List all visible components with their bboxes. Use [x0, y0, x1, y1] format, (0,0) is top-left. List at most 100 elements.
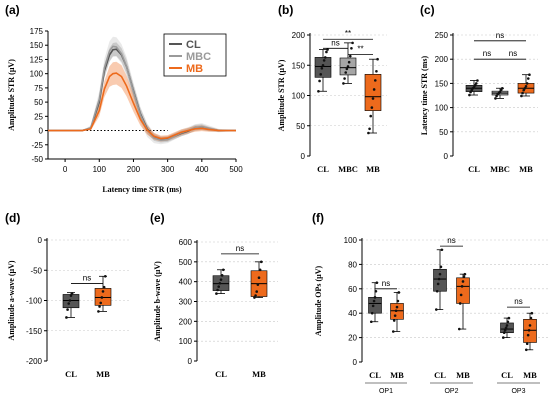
panel-label: (c) [420, 3, 435, 17]
data-point [527, 328, 531, 332]
x-axis-title: Latency time STR (ms) [102, 185, 182, 194]
panel-label: (a) [5, 3, 20, 17]
x-tick-label: 500 [229, 165, 243, 174]
data-point [523, 86, 527, 90]
category-label: CL [501, 370, 513, 380]
data-point [528, 324, 532, 327]
x-tick-label: 0 [63, 165, 68, 174]
data-point [220, 274, 224, 277]
panel-e: (e) 0 100 200 300 400 500 600 Amplitude b-wave (… [150, 211, 278, 379]
panel-c: (c) 0 50 100 150 200 250 Latency time STR (ms) C… [420, 3, 538, 174]
category-label: MB [96, 369, 110, 379]
y-tick-label: 20 [348, 334, 357, 343]
data-point [458, 302, 462, 305]
data-point [476, 79, 479, 82]
y-tick-label: 0 [38, 236, 43, 245]
data-point [345, 67, 349, 71]
y-axis-title: Amplitude STR (µV) [277, 59, 286, 131]
y-tick-label: 300 [179, 298, 193, 307]
x-tick-label: 400 [195, 165, 209, 174]
data-point [369, 320, 373, 324]
legend-entry-mb: MB [186, 63, 203, 75]
group-label: OP1 [379, 388, 393, 395]
category-label: CL [369, 370, 381, 380]
data-point [103, 275, 107, 278]
box-cl [368, 297, 382, 314]
data-point [522, 88, 526, 92]
x-tick-label: 300 [161, 165, 175, 174]
data-point [98, 305, 101, 308]
category-label: CL [317, 164, 329, 174]
data-point [502, 331, 506, 335]
data-point [494, 97, 497, 100]
y-tick-label: 150 [30, 41, 44, 50]
data-point [457, 327, 461, 331]
data-point [253, 296, 256, 299]
data-point [474, 82, 478, 85]
category-label: MB [366, 164, 380, 174]
data-point [216, 288, 219, 292]
data-point [215, 292, 218, 295]
y-tick-label: 0 [444, 152, 449, 161]
data-point [322, 59, 326, 62]
category-label: MB [519, 164, 533, 174]
significance-label: ns [483, 49, 491, 58]
data-point [525, 342, 529, 346]
data-point [66, 308, 69, 311]
data-point [393, 314, 397, 317]
data-point [259, 260, 263, 264]
y-tick-label: 125 [30, 55, 44, 64]
data-point [257, 276, 261, 280]
data-point [459, 293, 463, 297]
data-point [375, 281, 379, 285]
data-point [342, 82, 345, 85]
y-tick-label: 250 [435, 31, 449, 40]
data-point [219, 278, 223, 281]
series-line-mb [48, 72, 236, 140]
data-point [256, 283, 260, 286]
category-label: MB [252, 369, 266, 379]
box-cl [433, 268, 447, 292]
significance-label: ns [496, 31, 504, 40]
data-point [524, 85, 528, 88]
y-tick-label: 100 [179, 337, 193, 346]
data-point [520, 94, 523, 98]
data-point [100, 296, 104, 299]
data-point [501, 336, 505, 339]
data-point [529, 316, 533, 320]
data-point [368, 127, 371, 131]
data-point [395, 305, 399, 309]
y-tick-label: 500 [179, 258, 193, 267]
data-point [530, 311, 534, 315]
series-line-mbc [48, 45, 236, 142]
data-point [344, 71, 348, 74]
y-tick-label: -50 [30, 266, 42, 275]
category-label: CL [434, 370, 446, 380]
category-label: MBC [490, 164, 510, 174]
data-point [346, 65, 350, 68]
data-point [65, 316, 68, 319]
y-tick-label: 25 [34, 112, 43, 121]
data-point [391, 330, 395, 333]
y-axis-title: Amplitude b-wave (µV) [153, 261, 162, 342]
data-point [526, 333, 530, 337]
data-point [319, 73, 323, 76]
y-axis-title: Amplitude STR (µV) [7, 59, 16, 131]
box-mb [364, 74, 382, 111]
data-point [348, 54, 352, 58]
data-point [469, 90, 472, 94]
data-point [68, 299, 72, 302]
data-point [507, 316, 511, 320]
y-tick-label: 200 [179, 317, 193, 326]
significance-label: ns [331, 38, 339, 47]
data-point [439, 265, 443, 269]
data-point [437, 277, 441, 281]
data-point [372, 88, 376, 91]
data-point [372, 299, 376, 303]
data-point [367, 131, 370, 135]
legend-entry-mbc: MBC [186, 51, 211, 63]
data-point [369, 114, 373, 118]
panel-f: (f) 0 20 40 60 80 100 Amplitude OPs (µV) CL MB CL M… [312, 211, 548, 395]
y-tick-label: 100 [30, 70, 44, 79]
